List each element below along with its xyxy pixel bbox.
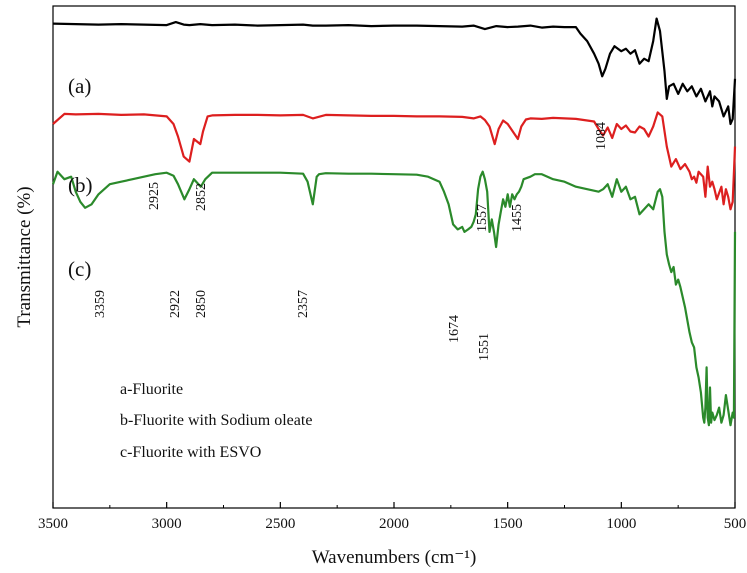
peak-label: 1084 <box>594 122 609 150</box>
peak-annotations: 1084 2925 2852 1557 1455 3359 2922 2850 2357 1674… <box>93 122 609 361</box>
peak-label: 1551 <box>477 333 492 361</box>
x-tick-label: 3500 <box>38 516 68 532</box>
peak-label: 2922 <box>168 290 183 318</box>
peak-label: 2925 <box>147 182 162 210</box>
peak-label: 3359 <box>93 290 108 318</box>
legend-entry-b: b-Fluorite with Sodium oleate <box>120 412 312 429</box>
curve-label-b: (b) <box>68 173 93 197</box>
x-tick-label: 3000 <box>152 516 182 532</box>
legend: a-Fluorite b-Fluorite with Sodium oleate… <box>120 381 312 461</box>
curve-label-c: (c) <box>68 257 91 281</box>
x-tick-label: 2000 <box>379 516 409 532</box>
x-tick-label: 500 <box>724 516 747 532</box>
x-axis-ticks: 3500 3000 2500 2000 1500 1000 500 <box>38 502 746 532</box>
series-a-line <box>52 17 737 126</box>
peak-label: 1455 <box>510 204 525 232</box>
peak-label: 2852 <box>194 183 209 211</box>
x-tick-label: 1000 <box>606 516 636 532</box>
legend-entry-c: c-Fluorite with ESVO <box>120 444 261 461</box>
peak-label: 2850 <box>194 290 209 318</box>
y-axis-label: Transmittance (%) <box>14 186 35 327</box>
plot-frame <box>52 5 736 509</box>
series-c-line <box>51 170 737 427</box>
curve-label-a: (a) <box>68 74 91 98</box>
x-axis-label: Wavenumbers (cm⁻¹) <box>312 547 477 568</box>
series-b-line <box>52 111 737 211</box>
curve-labels: (a) (b) (c) <box>68 74 93 281</box>
peak-label: 1674 <box>447 315 462 343</box>
peak-label: 1557 <box>475 204 490 232</box>
legend-entry-a: a-Fluorite <box>120 381 183 398</box>
peak-label: 2357 <box>296 290 311 318</box>
x-tick-label: 1500 <box>493 516 523 532</box>
series-layer <box>51 17 737 427</box>
x-tick-label: 2500 <box>265 516 295 532</box>
